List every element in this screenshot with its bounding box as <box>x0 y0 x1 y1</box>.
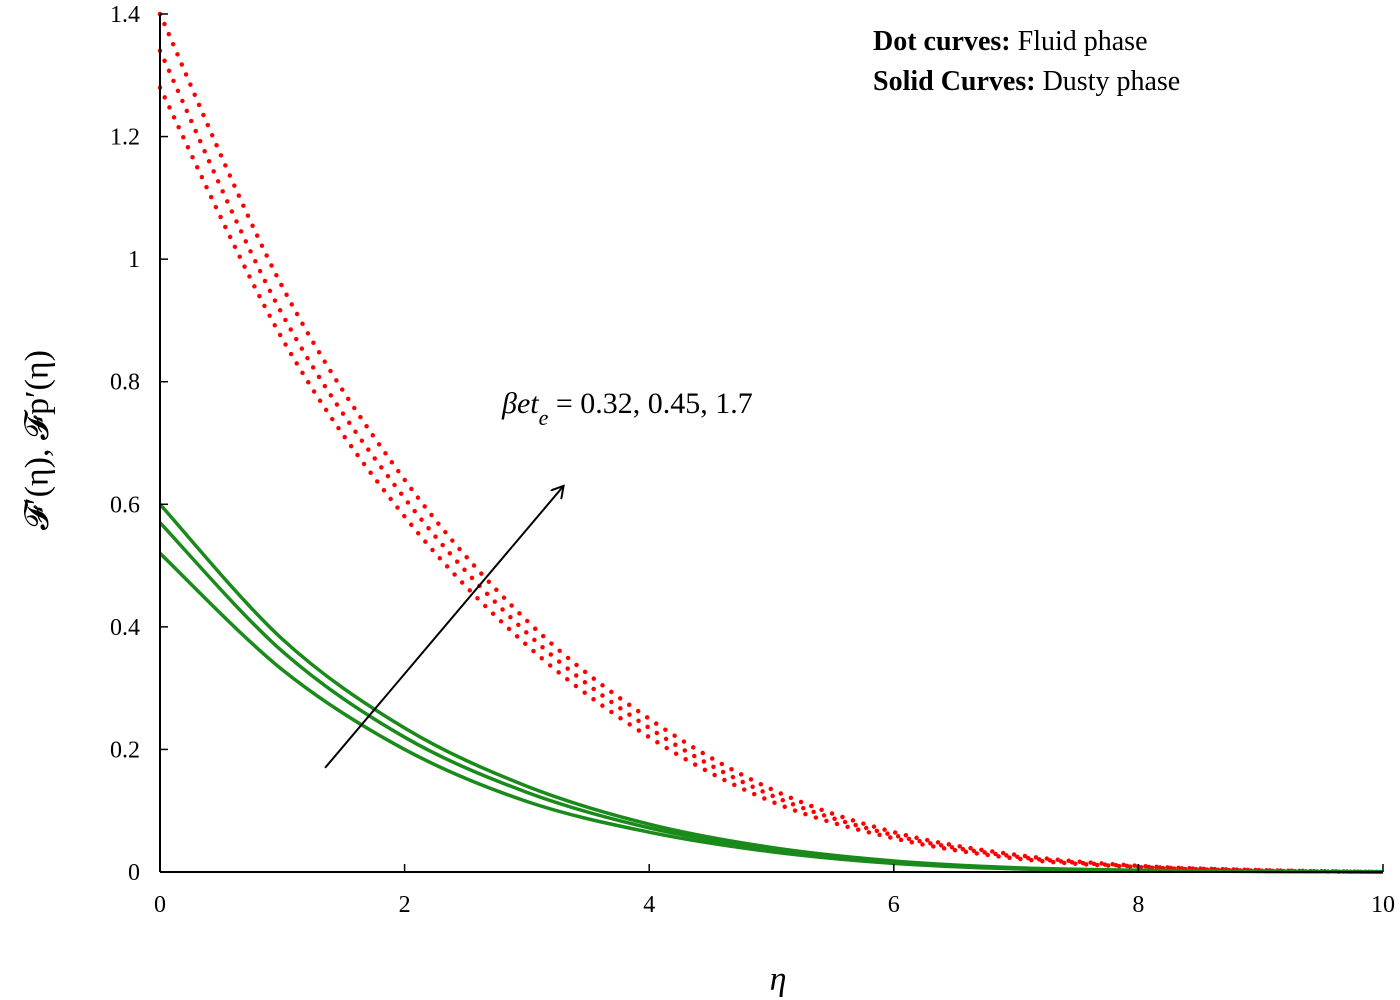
y-tick-label: 0.8 <box>110 370 140 396</box>
fluid-series-line-3 <box>157 11 1386 875</box>
x-tick-label: 6 <box>888 892 900 918</box>
curves-layer <box>157 11 1386 875</box>
annotation-values: = 0.32, 0.45, 1.7 <box>548 387 752 420</box>
y-tick-label: 0.4 <box>110 615 140 641</box>
x-tick-label: 0 <box>154 892 166 918</box>
annotation-label: βete = 0.32, 0.45, 1.7 <box>501 387 753 430</box>
annotation-symbol: βet <box>501 387 539 420</box>
legend-dusty-text: Dusty phase <box>1036 66 1181 97</box>
x-tick-label: 8 <box>1132 892 1144 918</box>
x-axis-title: η <box>770 961 787 998</box>
legend-line-2: Solid Curves: Dusty phase <box>873 66 1180 97</box>
dusty-series-line-3 <box>158 503 1384 874</box>
x-tick-label: 10 <box>1371 892 1395 918</box>
dusty-series-line-2 <box>158 521 1384 874</box>
y-tick-label: 0 <box>128 860 140 886</box>
x-tick-label: 4 <box>643 892 655 918</box>
annotation-arrow <box>324 486 563 769</box>
axes-layer <box>159 14 1383 873</box>
y-tick-label: 1 <box>128 247 140 273</box>
dusty-series-line-1 <box>158 552 1384 874</box>
fluid-series-line-1 <box>157 85 1386 875</box>
y-tick-label: 0.6 <box>110 492 140 518</box>
legend: Dot curves: Fluid phase Solid Curves: Du… <box>873 26 1180 97</box>
annotation-subscript: e <box>539 405 549 430</box>
legend-dusty-bold: Solid Curves: <box>873 66 1036 97</box>
y-tick-label: 0.2 <box>110 737 140 763</box>
y-tick-label: 1.4 <box>110 2 140 28</box>
y-tick-label: 1.2 <box>110 125 140 151</box>
legend-line-1: Dot curves: Fluid phase <box>873 26 1148 57</box>
ticks-layer: 0 2 4 6 8 10 0 0.2 0.4 0.6 0.8 1 1.2 1.4 <box>110 2 1395 918</box>
legend-fluid-text: Fluid phase <box>1011 26 1148 57</box>
y-axis-title: 𝓕′(η), 𝓕p′(η) <box>19 350 56 530</box>
parameter-annotation: βete = 0.32, 0.45, 1.7 <box>324 387 753 769</box>
fluid-series-line-2 <box>157 48 1386 875</box>
legend-fluid-bold: Dot curves: <box>873 26 1011 57</box>
x-tick-label: 2 <box>399 892 411 918</box>
